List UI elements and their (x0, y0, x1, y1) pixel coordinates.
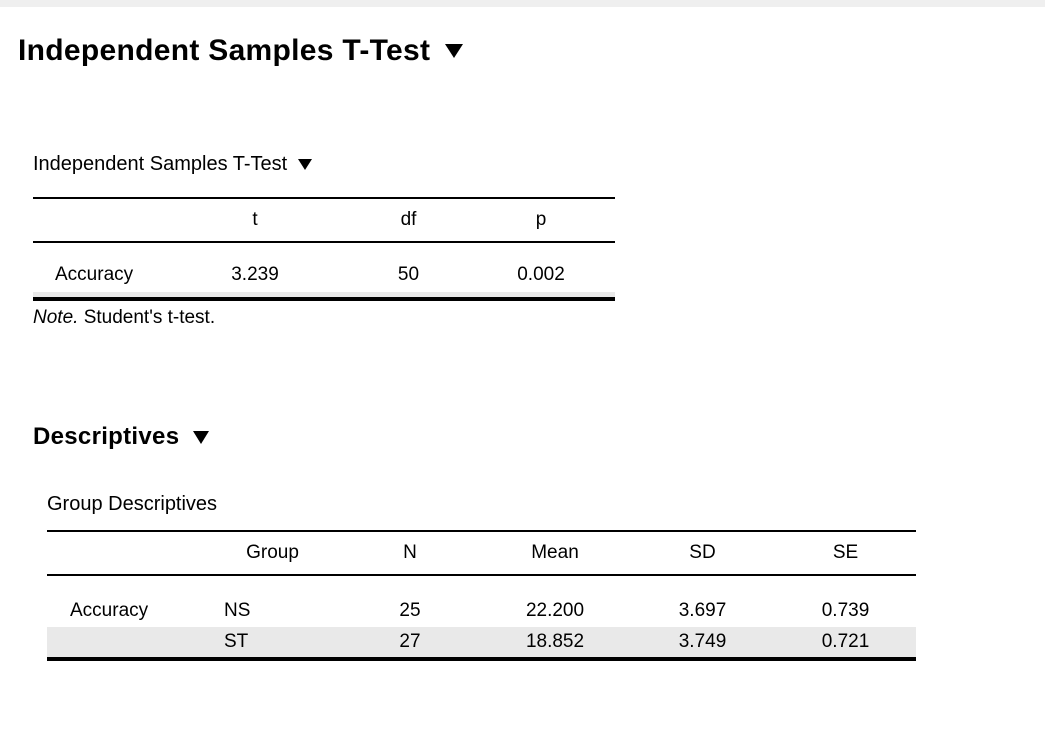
sd-value: 3.749 (678, 631, 727, 652)
column-header-empty (33, 198, 160, 242)
top-strip (0, 0, 1045, 7)
analysis-title-menu[interactable]: Independent Samples T-Test (18, 31, 464, 71)
p-value: 0.002 (517, 263, 565, 285)
row-label (47, 627, 205, 659)
ttest-table: t df p Accuracy 3.239 50 0.002 (33, 197, 615, 301)
row-stripe-sliver (33, 292, 615, 299)
column-header-p: p (535, 209, 547, 230)
table-note: Note. Student's t-test. (33, 305, 1045, 331)
row-label: Accuracy (70, 599, 149, 621)
column-header-empty (47, 531, 205, 575)
dropdown-triangle-icon[interactable] (445, 44, 464, 58)
group-value: ST (224, 631, 249, 652)
column-header-group: Group (246, 542, 299, 563)
group-descriptives-table: Group N Mean SD SE Accuracy NS 25 22.200… (47, 530, 916, 661)
dropdown-triangle-icon[interactable] (298, 158, 313, 170)
note-text: Student's t-test. (83, 307, 216, 328)
se-value: 0.721 (821, 631, 870, 652)
descriptives-section: Group Descriptives Group N Mean SD SE Ac… (47, 491, 1045, 661)
ttest-header-row: t df p (33, 198, 615, 242)
n-value: 27 (399, 631, 421, 652)
ttest-section: Independent Samples T-Test t df p Accura… (33, 151, 1045, 331)
sd-value: 3.697 (678, 599, 727, 621)
column-header-mean: Mean (531, 542, 579, 563)
column-header-df: df (400, 209, 417, 230)
group-value: NS (224, 599, 251, 621)
column-header-se: SE (832, 542, 859, 563)
se-value: 0.739 (821, 599, 870, 621)
descriptives-header-row: Group N Mean SD SE (47, 531, 916, 575)
analysis-title: Independent Samples T-Test (18, 34, 431, 67)
descriptives-heading-menu[interactable]: Descriptives (33, 421, 210, 453)
descriptives-heading: Descriptives (33, 423, 180, 450)
dropdown-triangle-icon[interactable] (193, 430, 210, 444)
note-prefix: Note. (33, 307, 79, 328)
ttest-row-accuracy: Accuracy 3.239 50 0.002 (33, 242, 615, 292)
row-label: Accuracy (55, 263, 134, 285)
descriptives-row-st: ST 27 18.852 3.749 0.721 (47, 627, 916, 659)
ttest-table-title: Independent Samples T-Test (33, 153, 288, 175)
column-header-t: t (252, 209, 258, 230)
df-value: 50 (397, 263, 420, 285)
mean-value: 22.200 (525, 599, 585, 621)
group-descriptives-title: Group Descriptives (47, 493, 218, 515)
n-value: 25 (399, 599, 421, 621)
mean-value: 18.852 (525, 631, 585, 652)
column-header-sd: SD (689, 542, 716, 563)
t-value: 3.239 (231, 263, 279, 285)
ttest-table-title-menu[interactable]: Independent Samples T-Test (33, 151, 313, 177)
descriptives-row-ns: Accuracy NS 25 22.200 3.697 0.739 (47, 575, 916, 627)
column-header-n: N (403, 542, 417, 563)
